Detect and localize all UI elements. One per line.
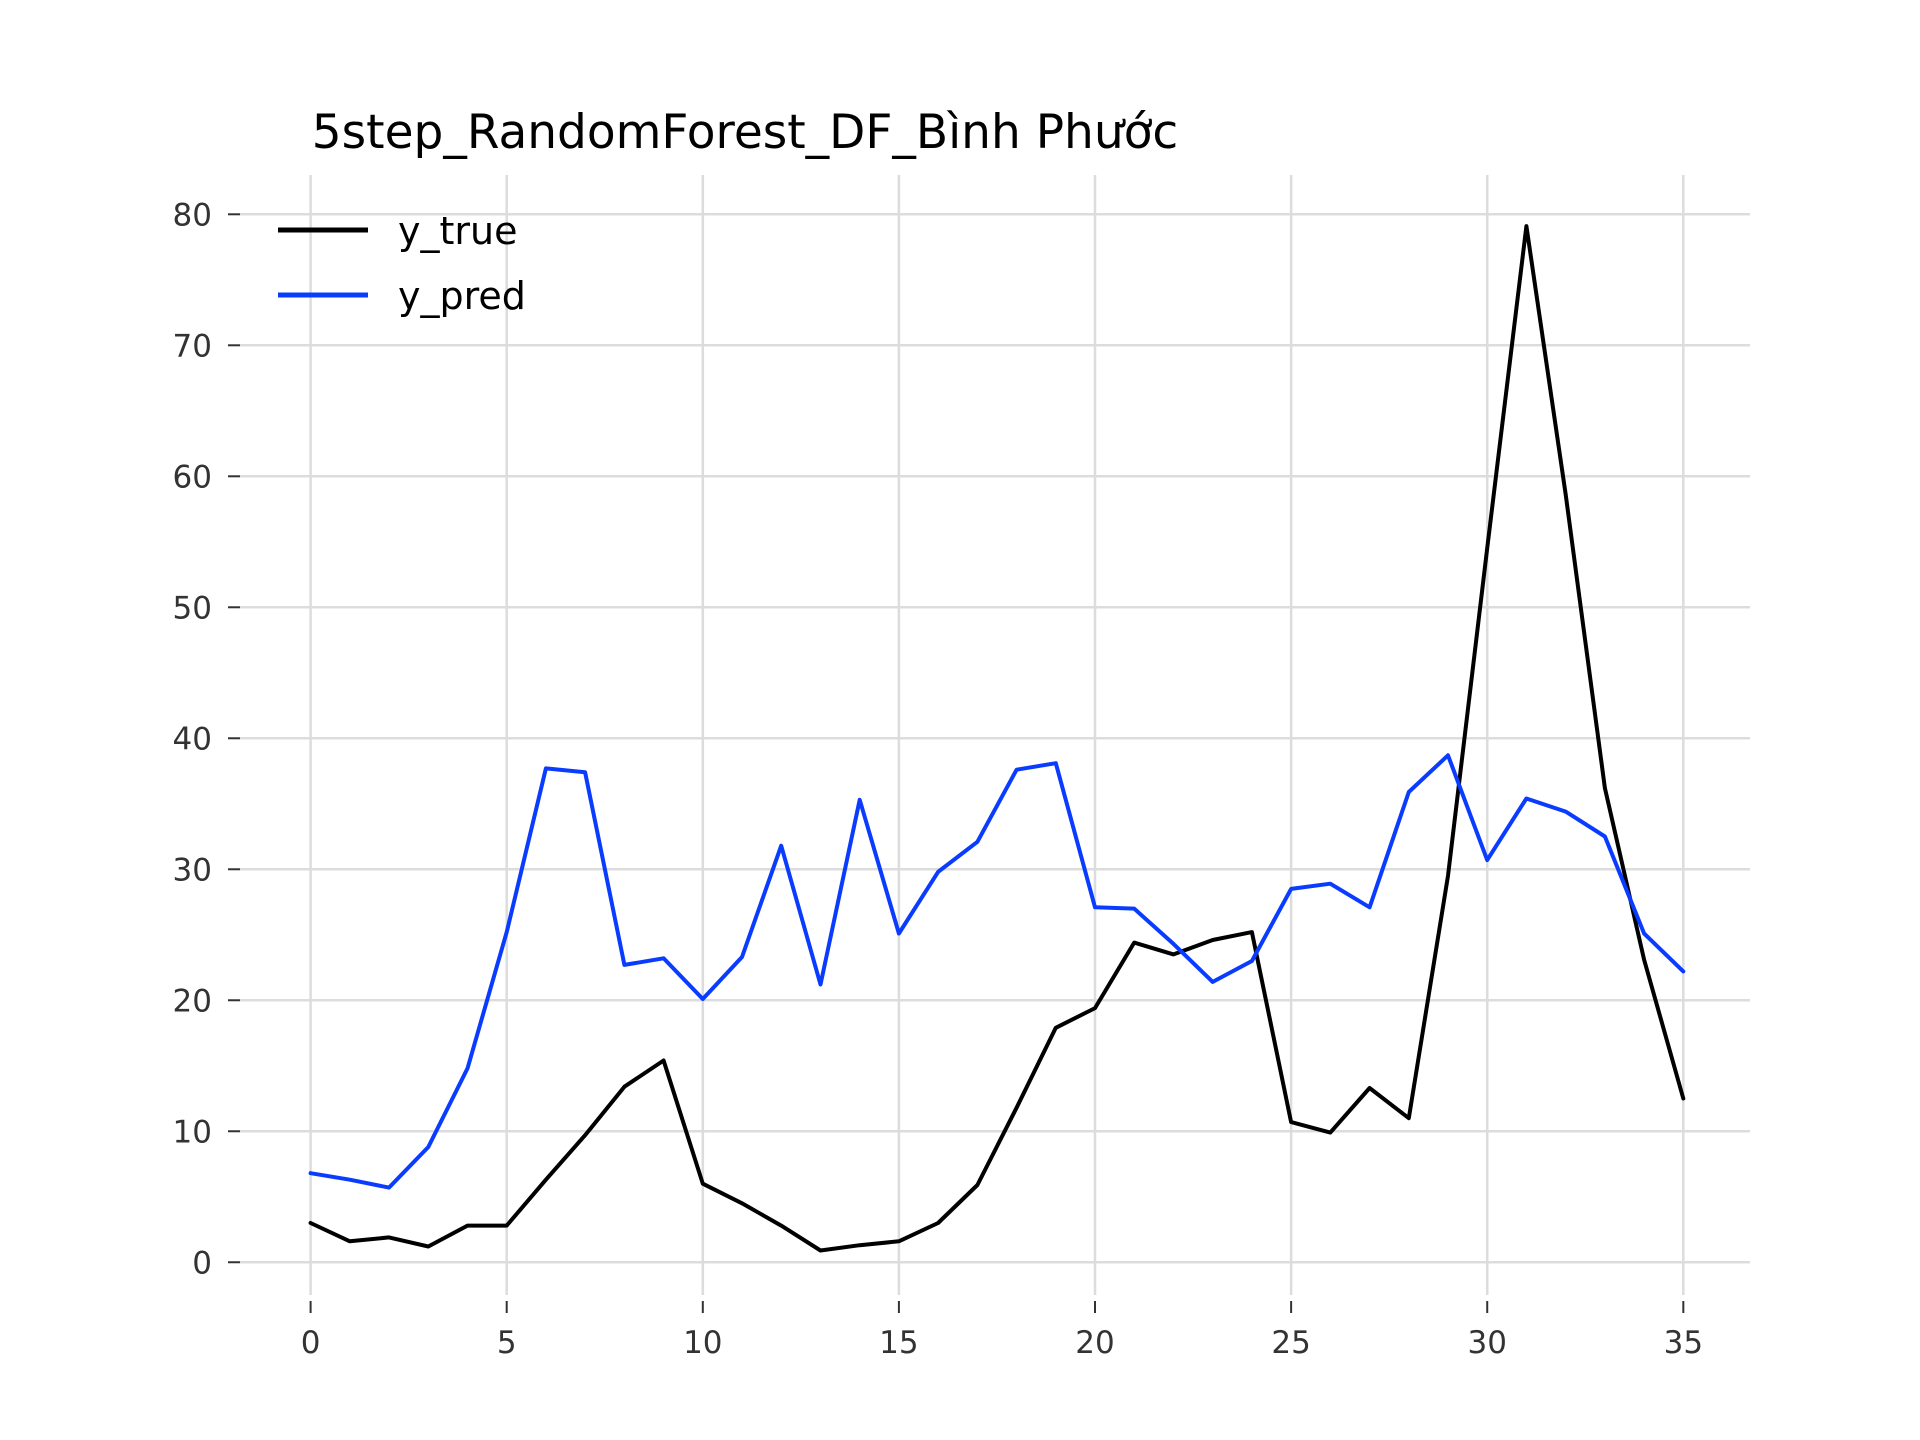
chart-title: 5step_RandomForest_DF_Bình Phước: [312, 105, 1178, 160]
y-axis: 0 10 20 30 40 50 60 70 80: [173, 197, 240, 1281]
x-grid: [309, 175, 1685, 1295]
legend-label-y-pred: y_pred: [398, 274, 526, 318]
y-tick-label: 10: [173, 1114, 212, 1150]
series-layer: [308, 224, 1686, 1253]
legend-label-y-true: y_true: [398, 209, 517, 253]
x-tick-label: 15: [879, 1325, 918, 1361]
x-tick-label: 20: [1075, 1325, 1114, 1361]
y-tick-label: 0: [192, 1245, 212, 1281]
y-tick-label: 80: [173, 197, 212, 233]
x-tick-label: 25: [1271, 1325, 1310, 1361]
series-line-y-pred: [308, 753, 1686, 1190]
series-line-y-true: [308, 224, 1686, 1253]
legend: y_true y_pred: [278, 209, 526, 318]
x-tick-label: 10: [683, 1325, 722, 1361]
x-tick-label: 5: [497, 1325, 517, 1361]
y-tick-label: 30: [173, 852, 212, 888]
y-grid: [240, 213, 1750, 1264]
y-tick-label: 20: [173, 983, 212, 1019]
x-tick-label: 30: [1467, 1325, 1506, 1361]
x-axis: 0 5 10 15 20 25 30 35: [301, 1301, 1703, 1361]
y-tick-label: 50: [173, 590, 212, 626]
y-tick-label: 70: [173, 328, 212, 364]
y-tick-label: 40: [173, 721, 212, 757]
y-tick-label: 60: [173, 459, 212, 495]
x-tick-label: 0: [301, 1325, 321, 1361]
x-tick-label: 35: [1664, 1325, 1703, 1361]
